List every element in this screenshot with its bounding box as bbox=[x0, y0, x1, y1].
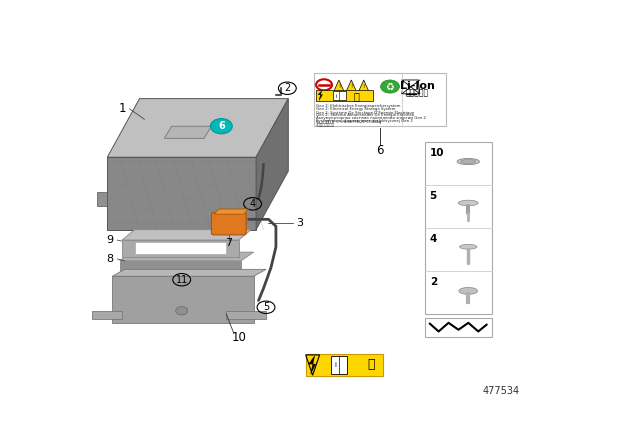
Polygon shape bbox=[92, 311, 122, 319]
Bar bbox=[333, 91, 346, 100]
Text: 2代电量存储系统: 2代电量存储系统 bbox=[316, 122, 335, 126]
Text: 🤚: 🤚 bbox=[367, 358, 375, 370]
Text: i: i bbox=[335, 94, 337, 99]
Bar bbox=[332, 356, 348, 374]
Text: 5: 5 bbox=[429, 191, 437, 201]
Text: 11: 11 bbox=[175, 275, 188, 285]
Ellipse shape bbox=[458, 200, 478, 206]
Text: 9: 9 bbox=[106, 235, 113, 245]
Text: 10: 10 bbox=[231, 331, 246, 344]
Text: 1: 1 bbox=[118, 103, 126, 116]
Text: 锂离子电池: 锂离子电池 bbox=[406, 88, 429, 97]
Polygon shape bbox=[122, 240, 239, 257]
Text: !: ! bbox=[338, 84, 340, 90]
Polygon shape bbox=[227, 311, 266, 319]
Bar bbox=[314, 73, 445, 126]
Polygon shape bbox=[112, 276, 253, 323]
Polygon shape bbox=[256, 99, 288, 230]
Polygon shape bbox=[108, 157, 256, 230]
Bar bbox=[316, 90, 372, 101]
Bar bbox=[425, 318, 492, 336]
Text: !: ! bbox=[350, 84, 353, 90]
Text: ♻: ♻ bbox=[386, 82, 394, 91]
Text: Li-Ion: Li-Ion bbox=[400, 81, 435, 91]
Polygon shape bbox=[318, 91, 323, 100]
Text: 🖐: 🖐 bbox=[353, 90, 359, 101]
FancyBboxPatch shape bbox=[211, 212, 246, 235]
Ellipse shape bbox=[460, 244, 477, 249]
Text: U₀ = 317V  C = 4.6h (76,25°C)  46kg: U₀ = 317V C = 4.6h (76,25°C) 46kg bbox=[316, 120, 381, 124]
Text: 4: 4 bbox=[250, 199, 255, 209]
Text: Gen 2: Sistema Almacenador De Energía Eléctrica: Gen 2: Sistema Almacenador De Energía El… bbox=[316, 113, 414, 117]
Text: 3: 3 bbox=[296, 218, 303, 228]
Text: 10: 10 bbox=[429, 147, 444, 158]
Text: 6: 6 bbox=[376, 144, 383, 157]
Text: Аккумуляторная система накопления энергии Gen 2: Аккумуляторная система накопления энерги… bbox=[316, 116, 426, 120]
Bar bbox=[425, 142, 492, 314]
Circle shape bbox=[211, 119, 232, 134]
Ellipse shape bbox=[461, 159, 476, 164]
Polygon shape bbox=[108, 99, 288, 157]
Text: 477534: 477534 bbox=[483, 386, 520, 396]
Polygon shape bbox=[214, 209, 249, 214]
Polygon shape bbox=[357, 80, 370, 95]
Text: 2: 2 bbox=[284, 83, 291, 93]
Polygon shape bbox=[164, 126, 211, 138]
Text: 7: 7 bbox=[225, 238, 232, 249]
Polygon shape bbox=[97, 192, 108, 206]
Ellipse shape bbox=[457, 159, 479, 165]
Polygon shape bbox=[120, 252, 253, 261]
Polygon shape bbox=[120, 261, 241, 275]
Circle shape bbox=[316, 79, 332, 90]
Circle shape bbox=[381, 80, 399, 93]
Text: 2: 2 bbox=[429, 277, 437, 287]
Polygon shape bbox=[134, 242, 227, 254]
Text: Gen 2: Elektrisches Energiespeichersystem: Gen 2: Elektrisches Energiespeichersyste… bbox=[316, 104, 401, 108]
Text: Gen 2: Electrical Energy Storage System: Gen 2: Electrical Energy Storage System bbox=[316, 107, 396, 111]
Text: i: i bbox=[335, 362, 337, 368]
Polygon shape bbox=[308, 356, 316, 374]
Text: System akumulowania energii elektrycznej Gen 2: System akumulowania energii elektrycznej… bbox=[316, 119, 413, 123]
Text: Gen 2: Système De Stockage D'Énergie Électrique: Gen 2: Système De Stockage D'Énergie Éle… bbox=[316, 110, 414, 115]
Polygon shape bbox=[122, 230, 251, 240]
Text: 8: 8 bbox=[106, 254, 113, 264]
Ellipse shape bbox=[459, 288, 477, 294]
Text: !: ! bbox=[363, 84, 365, 90]
Polygon shape bbox=[402, 80, 420, 94]
Text: 6: 6 bbox=[218, 121, 225, 131]
Polygon shape bbox=[345, 80, 358, 95]
Bar bbox=[306, 354, 383, 376]
Polygon shape bbox=[112, 269, 266, 276]
Circle shape bbox=[176, 306, 188, 315]
Text: 4: 4 bbox=[429, 234, 437, 244]
Text: 5: 5 bbox=[263, 302, 269, 312]
Polygon shape bbox=[332, 80, 346, 95]
